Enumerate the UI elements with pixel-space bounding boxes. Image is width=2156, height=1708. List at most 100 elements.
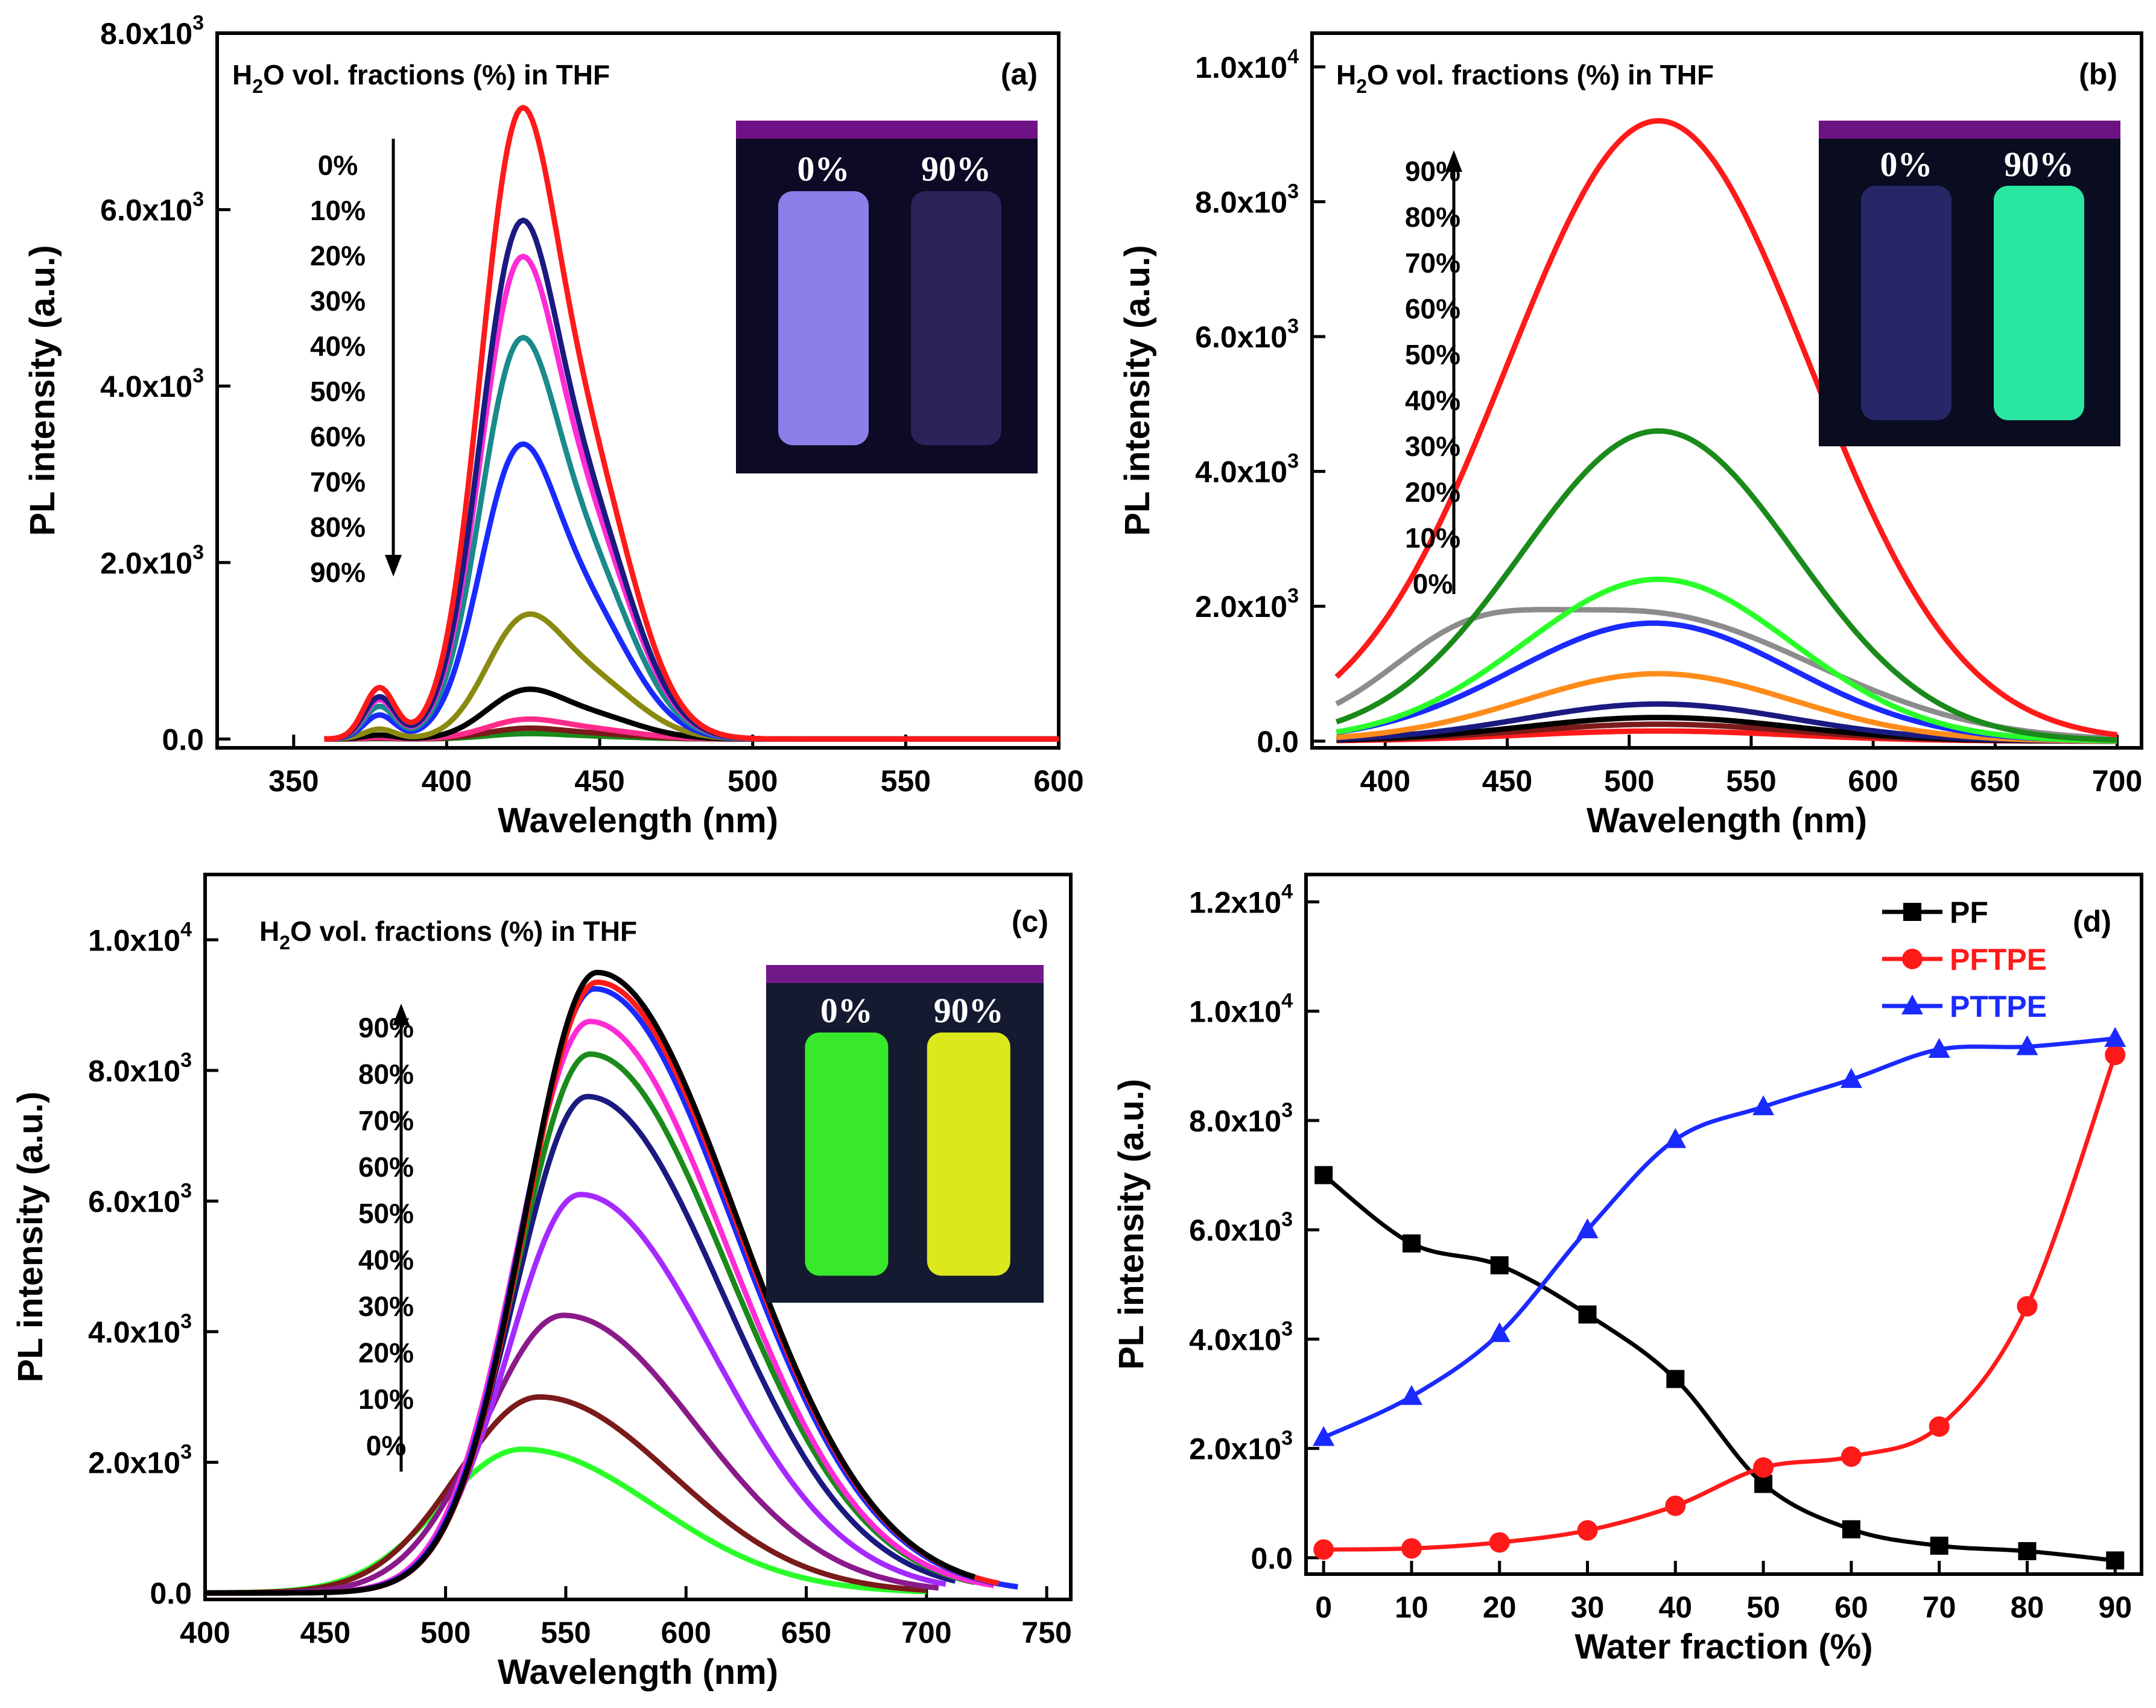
x-tick-label: 650 <box>1970 764 2020 798</box>
y-tick-exponent: 4 <box>180 918 192 941</box>
fraction-label: 30% <box>1405 431 1460 462</box>
fraction-label: 40% <box>358 1244 414 1276</box>
vial-right <box>1994 186 2084 420</box>
vial-left <box>805 1033 889 1276</box>
pftpe-point <box>1313 1539 1334 1560</box>
pftpe-point <box>1489 1532 1510 1553</box>
y-tick-label: 4.0x103 <box>1195 450 1299 489</box>
y-tick-exponent: 3 <box>180 1179 192 1202</box>
y-tick-mantissa: 4.0x10 <box>1195 455 1287 489</box>
x-axis-title: Wavelength (nm) <box>498 1653 778 1692</box>
pf-point <box>1754 1475 1773 1493</box>
plot-frame <box>203 873 1073 1601</box>
legend-marker <box>1903 903 1921 921</box>
y-tick-mantissa: 8.0x10 <box>100 17 192 51</box>
x-tick-label: 400 <box>422 764 472 798</box>
inset-lamp-glow <box>766 965 1044 983</box>
y-tick-exponent: 4 <box>1281 880 1293 903</box>
annotation-title: H2O vol. fractions (%) in THF <box>1336 59 1714 97</box>
y-tick-exponent: 4 <box>1281 990 1293 1013</box>
pftpe-point <box>1753 1457 1774 1478</box>
x-tick-label: 550 <box>1726 764 1776 798</box>
series-10pct-line <box>205 1394 927 1596</box>
fraction-label: 50% <box>310 376 366 407</box>
y-tick-mantissa: 2.0x10 <box>1195 590 1287 624</box>
pf-point <box>2106 1551 2125 1570</box>
vial-right <box>927 1033 1010 1276</box>
x-tick-label: 600 <box>1848 764 1898 798</box>
y-tick-mantissa: 8.0x10 <box>1195 185 1287 219</box>
vial-label: 0% <box>820 991 873 1030</box>
y-tick-exponent: 3 <box>180 1049 192 1072</box>
x-axis-title: Wavelength (nm) <box>1587 801 1867 840</box>
fraction-label: 20% <box>310 240 366 271</box>
y-tick-exponent: 3 <box>192 364 204 387</box>
fraction-label: 80% <box>358 1058 414 1090</box>
legend-label: PFTPE <box>1950 943 2047 976</box>
fraction-label: 70% <box>310 466 366 498</box>
fraction-label: 20% <box>1405 476 1460 508</box>
vial-label: 0% <box>797 149 850 188</box>
y-tick-mantissa: 4.0x10 <box>1189 1323 1281 1356</box>
inset-lamp-glow <box>1819 121 2120 139</box>
x-axis-title: Wavelength (nm) <box>498 801 778 840</box>
trend-arrow-head <box>393 1004 410 1025</box>
series-90pct-line <box>205 969 975 1596</box>
y-tick-label: 2.0x103 <box>1189 1427 1293 1466</box>
trend-arrow-head <box>1445 150 1462 172</box>
y-tick-label: 6.0x103 <box>1195 315 1299 354</box>
fraction-label: 50% <box>1405 339 1460 370</box>
y-axis-title: PL intensity (a.u.) <box>23 245 62 536</box>
vial-label: 90% <box>934 991 1004 1030</box>
series-pttpe-line <box>1322 1036 2116 1440</box>
fraction-label: 30% <box>358 1291 414 1322</box>
x-tick-label: 500 <box>1604 764 1654 798</box>
y-tick-label: 8.0x103 <box>1195 180 1299 219</box>
fraction-label: 10% <box>358 1384 414 1415</box>
fraction-label: 70% <box>1405 247 1460 279</box>
y-tick-exponent: 3 <box>180 1310 192 1333</box>
fraction-label: 80% <box>310 511 366 543</box>
y-tick-label: 2.0x103 <box>1195 584 1299 624</box>
vial-label: 0% <box>1880 145 1933 184</box>
fraction-label: 40% <box>1405 385 1460 416</box>
y-tick-exponent: 3 <box>192 188 204 211</box>
x-tick-label: 40 <box>1659 1590 1693 1624</box>
annotation-title: H2O vol. fractions (%) in THF <box>259 916 637 954</box>
series-40pct-line <box>1336 671 2117 744</box>
y-tick-exponent: 3 <box>1281 1427 1293 1450</box>
fraction-label: 80% <box>1405 201 1460 233</box>
pf-point <box>1490 1256 1509 1274</box>
y-tick-exponent: 4 <box>1287 45 1299 68</box>
y-tick-label: 0.0 <box>162 723 204 756</box>
legend-marker <box>1901 995 1923 1014</box>
pttpe-point <box>1488 1322 1511 1343</box>
x-tick-label: 500 <box>420 1616 471 1649</box>
x-tick-label: 700 <box>2092 764 2142 798</box>
pttpe-point <box>1576 1218 1599 1239</box>
y-tick-label: 0.0 <box>1257 725 1299 759</box>
panel-tag: (b) <box>2079 57 2117 91</box>
x-tick-label: 550 <box>541 1616 591 1649</box>
pttpe-point <box>1928 1038 1950 1058</box>
legend-label: PTTPE <box>1950 990 2047 1023</box>
fraction-label: 0% <box>1413 568 1453 599</box>
inset-photo: 0% 90% <box>766 965 1044 1303</box>
vial-label: 90% <box>2004 145 2074 184</box>
pftpe-point <box>1401 1538 1422 1559</box>
x-tick-label: 550 <box>881 764 931 798</box>
vial-left <box>778 191 869 446</box>
vial-label: 90% <box>921 149 991 188</box>
y-tick-exponent: 3 <box>180 1441 192 1464</box>
panel-c: 400 450 500 550 600 650 700 7500.02.0x1034.0x10… <box>11 873 1073 1692</box>
pttpe-point <box>1840 1068 1862 1088</box>
legend-marker <box>1902 949 1923 969</box>
y-tick-label: 1.0x104 <box>1189 990 1293 1029</box>
y-tick-exponent: 3 <box>1281 1099 1293 1122</box>
pftpe-point <box>1841 1446 1862 1467</box>
y-tick-mantissa: 1.0x10 <box>88 923 180 957</box>
y-tick-mantissa: 4.0x10 <box>88 1315 180 1349</box>
x-tick-label: 70 <box>1923 1590 1956 1624</box>
plot-frame <box>1304 873 2143 1576</box>
fraction-label: 40% <box>310 331 366 362</box>
